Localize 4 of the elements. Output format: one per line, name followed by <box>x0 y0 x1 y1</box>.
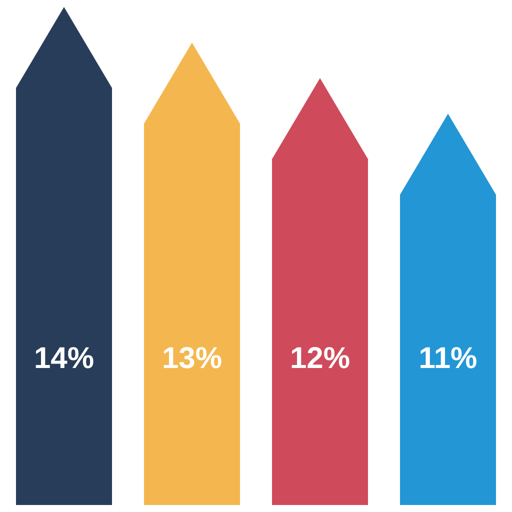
data-label: 11% <box>418 342 478 375</box>
data-label: 12% <box>290 342 350 375</box>
data-label: 13% <box>162 342 222 375</box>
data-label: 14% <box>34 342 94 375</box>
